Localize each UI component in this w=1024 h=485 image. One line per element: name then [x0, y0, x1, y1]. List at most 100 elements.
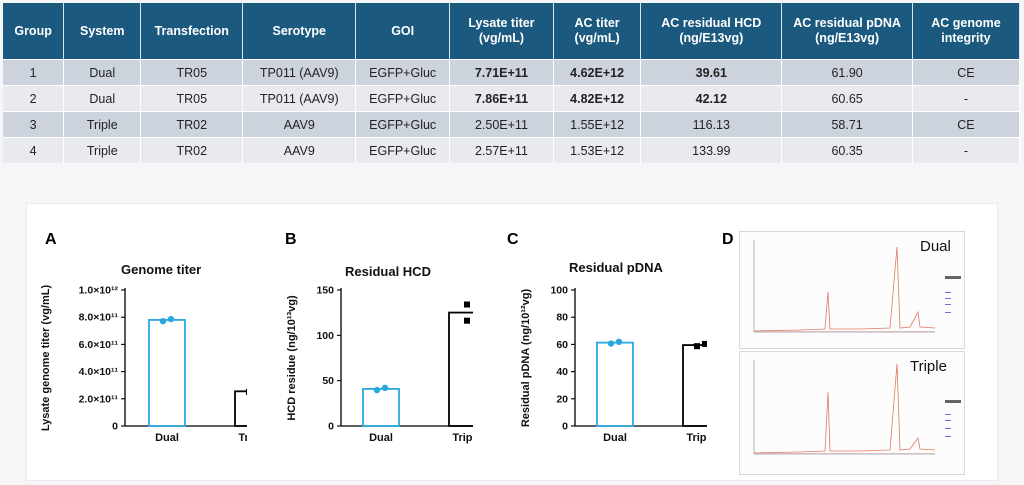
- column-header-text: integrity: [941, 31, 991, 45]
- y-tick-label: 20: [556, 393, 568, 405]
- y-tick-label: 0: [328, 421, 334, 433]
- table-cell: 3: [3, 111, 65, 138]
- table-cell: 58.71: [781, 111, 913, 138]
- column-header-text: GOI: [391, 23, 415, 38]
- column-header-text: AC residual HCD: [661, 16, 762, 30]
- ce-trace-dual: Dual: [739, 231, 965, 349]
- y-tick-label: 100: [316, 330, 334, 342]
- table-row: 4 Triple TR02 AAV9 EGFP+Gluc 2.57E+11 1.53E+12…: [3, 137, 1021, 163]
- column-header-text: AC titer: [574, 16, 620, 30]
- column-header: System: [63, 3, 142, 60]
- y-axis-label: HCD residue (ng/10¹³vg): [286, 295, 298, 421]
- column-header-text: Group: [14, 23, 52, 38]
- bar-triple: [682, 344, 707, 427]
- table-cell: 42.12: [640, 85, 783, 112]
- data-point-triple: [702, 340, 707, 347]
- y-axis-label: Lysate genome titer (vg/mL): [40, 285, 52, 432]
- y-tick-label: 50: [322, 375, 334, 387]
- ce-trace-triple: Triple: [739, 351, 965, 475]
- panel-a-letter: A: [45, 231, 57, 248]
- table-cell: TR02: [140, 137, 244, 163]
- data-point-dual: [607, 340, 615, 347]
- y-tick-label: 100: [550, 285, 568, 297]
- table-cell: CE: [912, 59, 1021, 86]
- table-cell: Dual: [63, 85, 142, 112]
- column-header: GOI: [355, 3, 450, 60]
- figure-panel: A B C D Genome titer Residual HCD Residu…: [26, 203, 998, 481]
- table-body: 1 Dual TR05 TP011 (AAV9) EGFP+Gluc 7.71E+11 4.…: [3, 59, 1021, 163]
- column-header: AC genome integrity: [912, 3, 1021, 60]
- column-header-text: (vg/mL): [574, 31, 620, 45]
- data-point-triple: [464, 301, 470, 308]
- y-tick-label: 80: [556, 312, 568, 324]
- data-point-dual: [381, 384, 389, 392]
- y-tick-label: 40: [556, 366, 568, 378]
- bar-dual: [148, 319, 186, 427]
- table-cell: 2.57E+11: [449, 137, 554, 163]
- table-row: 2 Dual TR05 TP011 (AAV9) EGFP+Gluc 7.86E+11 4.…: [3, 85, 1021, 112]
- bar-dual: [596, 341, 634, 427]
- table-cell: 116.13: [640, 111, 783, 138]
- table-cell: EGFP+Gluc: [355, 137, 450, 163]
- data-point-dual: [615, 338, 623, 346]
- column-header: AC residual HCD (ng/E13vg): [640, 3, 783, 60]
- x-tick-label: Dual: [603, 432, 627, 444]
- table-cell: EGFP+Gluc: [355, 111, 450, 138]
- electropherogram-dual: [753, 240, 961, 333]
- x-tick-label: Triple: [238, 432, 247, 444]
- y-tick-label: 0: [112, 421, 118, 433]
- table-header-row: Group System Transfection Serotype GOI Lysate…: [3, 3, 1021, 60]
- panel-b-letter: B: [285, 231, 297, 248]
- x-tick-label: Dual: [369, 432, 393, 444]
- y-tick-label: 4.0×10¹¹: [79, 366, 119, 378]
- y-axis-label: Residual pDNA (ng/10¹²vg): [520, 289, 532, 428]
- table-cell: 60.35: [781, 137, 913, 163]
- table-cell: 2.50E+11: [449, 111, 554, 138]
- table-cell: -: [912, 137, 1021, 163]
- data-point-dual: [159, 317, 167, 325]
- table-cell: TR05: [140, 85, 244, 112]
- table-cell: 4.82E+12: [553, 85, 642, 112]
- data-point-dual: [373, 386, 381, 394]
- column-header-text: System: [80, 23, 125, 38]
- y-tick-label: 2.0×10¹¹: [79, 393, 119, 405]
- table-cell: Triple: [63, 137, 142, 163]
- table-cell: -: [912, 85, 1021, 112]
- bar-triple: [448, 311, 473, 427]
- column-header-text: AC residual pDNA: [793, 16, 901, 30]
- column-header: Transfection: [140, 3, 244, 60]
- column-header-text: Lysate titer: [468, 16, 535, 30]
- column-header-text: (ng/E13vg): [679, 31, 744, 45]
- table-cell: 60.65: [781, 85, 913, 112]
- column-header-text: (vg/mL): [478, 31, 524, 45]
- table-cell: 4: [3, 137, 65, 163]
- chart-c-residual-pdna: 0 20 40 60 80 100 Residual pDNA (ng/10¹²vg) Dua…: [520, 285, 707, 444]
- chart-c-title: Residual pDNA: [569, 260, 663, 275]
- data-point-triple: [694, 343, 700, 350]
- data-point-triple: [246, 389, 247, 395]
- panel-c-letter: C: [507, 231, 519, 248]
- column-header: Lysate titer (vg/mL): [449, 3, 554, 60]
- bar-dual: [362, 388, 400, 427]
- table-cell: 7.71E+11: [449, 59, 554, 86]
- ce-dual-label: Dual: [920, 238, 951, 255]
- electropherogram-triple: [753, 360, 961, 455]
- table-cell: EGFP+Gluc: [355, 85, 450, 112]
- column-header-text: (ng/E13vg): [815, 31, 880, 45]
- y-tick-label: 0: [562, 421, 568, 433]
- table-cell: AAV9: [242, 111, 357, 138]
- y-tick-label: 8.0×10¹¹: [79, 312, 119, 324]
- table-cell: 1.55E+12: [553, 111, 642, 138]
- bar-triple: [234, 390, 247, 427]
- table-cell: 39.61: [640, 59, 783, 86]
- x-tick-label: Dual: [155, 432, 179, 444]
- table-cell: TR02: [140, 111, 244, 138]
- chart-a-genome-titer: 0 2.0×10¹¹ 4.0×10¹¹ 6.0×10¹¹ 8.0×10¹¹ 1.0×10¹…: [40, 285, 247, 444]
- table-row: 1 Dual TR05 TP011 (AAV9) EGFP+Gluc 7.71E+11 4.…: [3, 59, 1021, 86]
- table-row: 3 Triple TR02 AAV9 EGFP+Gluc 2.50E+11 1.55E+12…: [3, 111, 1021, 138]
- x-tick-label: Triple: [452, 432, 473, 444]
- chart-b-title: Residual HCD: [345, 264, 431, 279]
- chart-b-residual-hcd: 0 50 100 150 HCD residue (ng/10¹³vg) Dual Trip…: [286, 285, 473, 444]
- table-cell: CE: [912, 111, 1021, 138]
- table-cell: 4.62E+12: [553, 59, 642, 86]
